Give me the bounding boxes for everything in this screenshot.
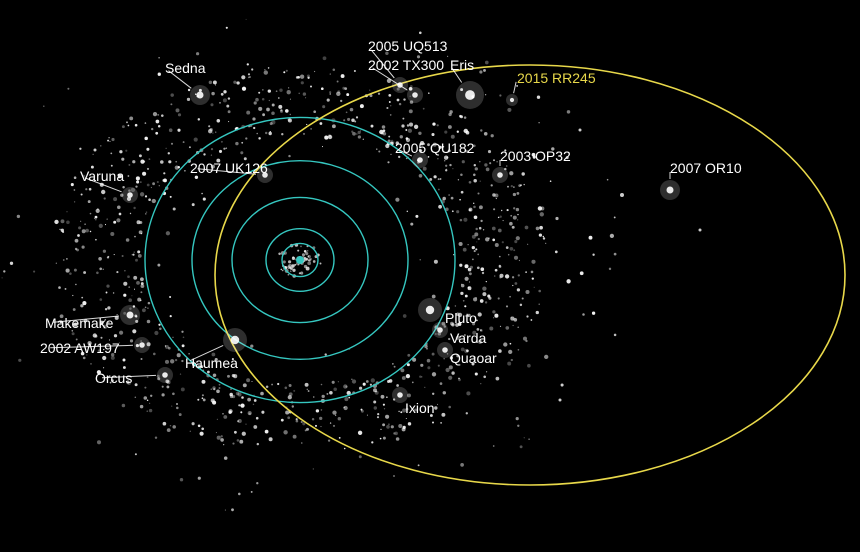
solar-system-diagram: Sedna2005 UQ5132002 TX300Eris2015 RR2452… <box>0 0 860 552</box>
diagram-svg <box>0 0 860 552</box>
